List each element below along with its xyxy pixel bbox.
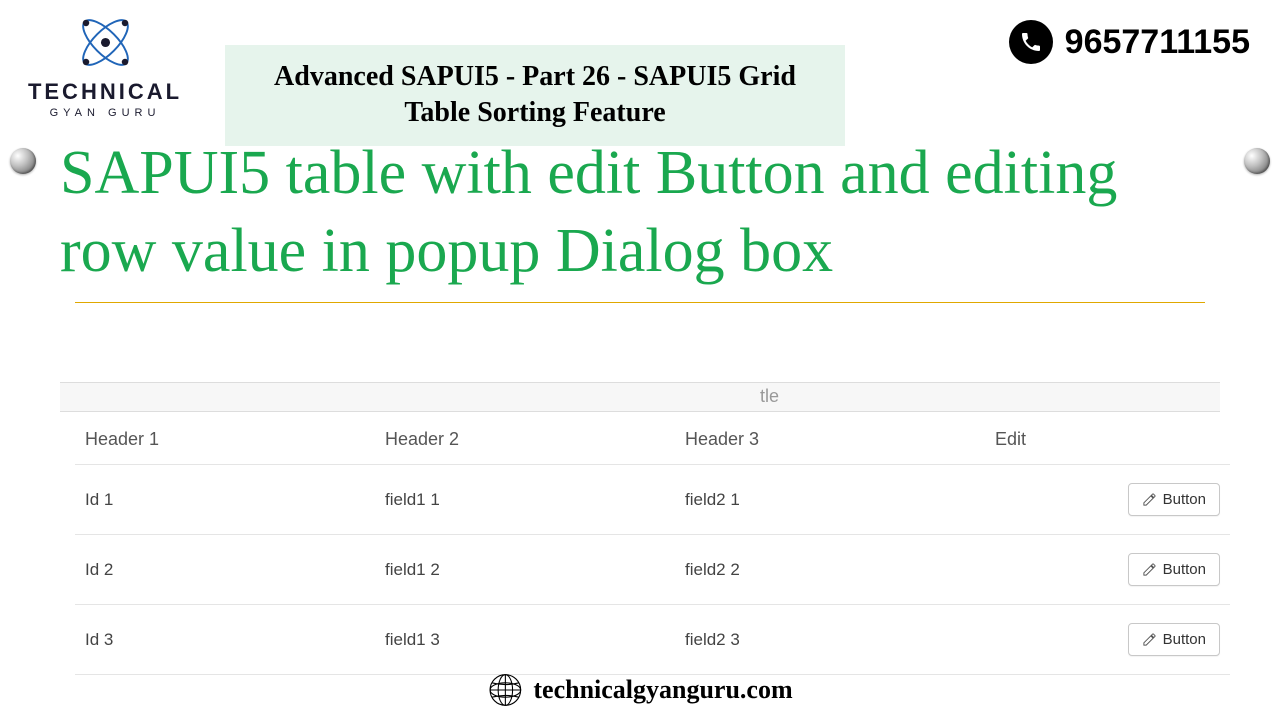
footer-url: technicalgyanguru.com xyxy=(533,675,792,705)
data-cell: Id 2 xyxy=(75,560,385,580)
data-cell: field2 1 xyxy=(685,490,995,510)
pencil-icon xyxy=(1142,492,1157,507)
logo-text-sub: GYAN GURU xyxy=(25,107,185,119)
footer: technicalgyanguru.com xyxy=(487,672,792,708)
button-label: Button xyxy=(1163,631,1206,648)
edit-button[interactable]: Button xyxy=(1128,553,1220,586)
pencil-icon xyxy=(1142,632,1157,647)
table-row: Id 2 field1 2 field2 2 Button xyxy=(75,535,1230,605)
logo-icon xyxy=(73,10,138,75)
edit-button[interactable]: Button xyxy=(1128,623,1220,656)
screw-decoration-left xyxy=(10,148,36,174)
data-cell: field1 1 xyxy=(385,490,685,510)
header-cell: Header 2 xyxy=(385,429,685,450)
divider xyxy=(75,302,1205,303)
globe-icon xyxy=(487,672,523,708)
button-label: Button xyxy=(1163,561,1206,578)
data-cell: field2 2 xyxy=(685,560,995,580)
logo-text-main: TECHNICAL xyxy=(25,79,185,105)
screw-decoration-right xyxy=(1244,148,1270,174)
title-banner: Advanced SAPUI5 - Part 26 - SAPUI5 Grid … xyxy=(225,45,845,146)
table-title-fragment: tle xyxy=(760,386,779,407)
pencil-icon xyxy=(1142,562,1157,577)
table-header-row: Header 1 Header 2 Header 3 Edit xyxy=(75,415,1230,465)
phone-contact: 9657711155 xyxy=(1009,20,1250,64)
data-cell: Id 1 xyxy=(75,490,385,510)
button-label: Button xyxy=(1163,491,1206,508)
header-cell: Header 3 xyxy=(685,429,995,450)
table-row: Id 3 field1 3 field2 3 Button xyxy=(75,605,1230,675)
logo: TECHNICAL GYAN GURU xyxy=(25,10,185,119)
data-cell: field2 3 xyxy=(685,630,995,650)
data-cell: field1 3 xyxy=(385,630,685,650)
phone-icon xyxy=(1009,20,1053,64)
data-cell: Id 3 xyxy=(75,630,385,650)
data-cell: field1 2 xyxy=(385,560,685,580)
table-title-bar xyxy=(60,382,1220,412)
main-heading: SAPUI5 table with edit Button and editin… xyxy=(60,135,1220,290)
data-table: Header 1 Header 2 Header 3 Edit Id 1 fie… xyxy=(75,415,1230,675)
phone-number: 9657711155 xyxy=(1065,23,1250,62)
header-cell: Edit xyxy=(995,429,1230,450)
table-row: Id 1 field1 1 field2 1 Button xyxy=(75,465,1230,535)
edit-button[interactable]: Button xyxy=(1128,483,1220,516)
header-cell: Header 1 xyxy=(75,429,385,450)
